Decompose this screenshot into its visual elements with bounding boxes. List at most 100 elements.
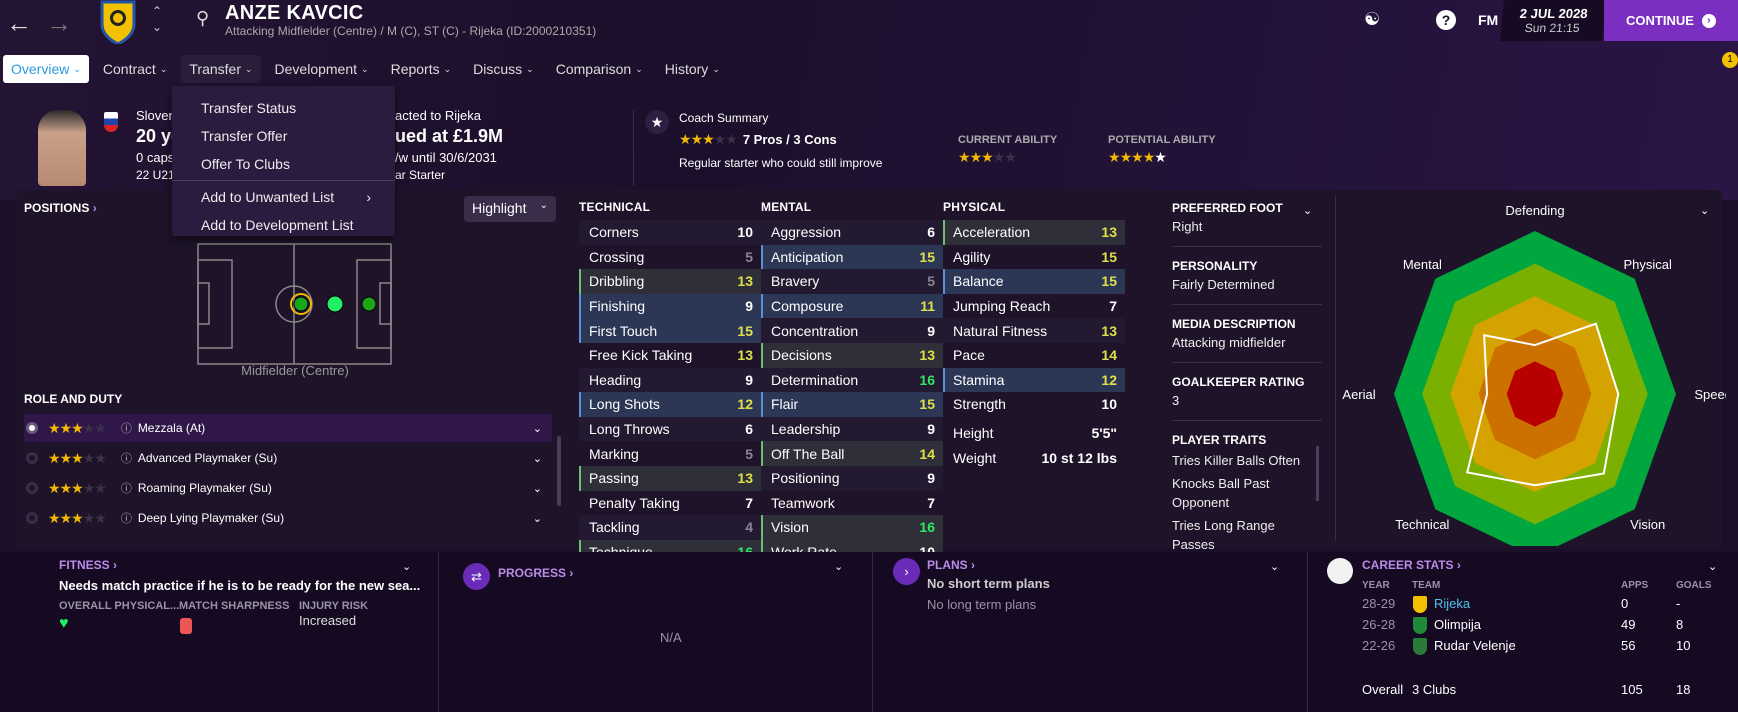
attribute-row[interactable]: Crossing 5 xyxy=(579,245,761,270)
attribute-row[interactable]: Positioning 9 xyxy=(761,465,943,491)
help-icon[interactable]: ? xyxy=(1436,10,1456,30)
attribute-row[interactable]: Vision 16 xyxy=(761,515,943,540)
tab-transfer[interactable]: Transfer ⌄ xyxy=(181,55,261,83)
role-radio[interactable] xyxy=(26,422,38,434)
attribute-row[interactable]: Jumping Reach 7 xyxy=(943,294,1125,319)
role-row[interactable]: ★★★★★ ⓘ Advanced Playmaker (Su) ⌄ xyxy=(24,444,552,472)
attribute-row[interactable]: Acceleration 13 xyxy=(943,220,1125,245)
career-stats-link[interactable]: CAREER STATS › xyxy=(1362,558,1461,572)
tab-label: Overview xyxy=(11,61,70,77)
chevron-down-icon[interactable]: ⌄ xyxy=(1270,561,1280,573)
attribute-row[interactable]: Marking 5 xyxy=(579,441,761,466)
attribute-row[interactable]: Strength 10 xyxy=(943,392,1125,417)
attribute-row[interactable]: Composure 11 xyxy=(761,293,943,319)
chevron-down-icon[interactable]: ⌄ xyxy=(1708,561,1718,573)
fitness-link[interactable]: FITNESS › xyxy=(59,558,118,572)
info-icon[interactable]: ⓘ xyxy=(120,453,132,465)
info-icon[interactable]: ⓘ xyxy=(120,513,132,525)
attribute-row[interactable]: Aggression 6 xyxy=(761,220,943,245)
role-scrollbar[interactable] xyxy=(557,436,561,506)
search-icon[interactable]: ⚲ xyxy=(196,8,210,28)
chevron-down-icon[interactable]: ⌄ xyxy=(834,561,844,573)
forward-button[interactable]: → xyxy=(46,8,72,38)
tab-history[interactable]: History ⌄ xyxy=(657,55,728,83)
attribute-row[interactable]: Agility 15 xyxy=(943,245,1125,270)
notification-badge[interactable]: 1 xyxy=(1722,52,1738,68)
attribute-row[interactable]: Flair 15 xyxy=(761,392,943,417)
attribute-row[interactable]: Determination 16 xyxy=(761,367,943,393)
chevron-down-icon[interactable]: ⌄ xyxy=(402,561,412,573)
attribute-row[interactable]: Leadership 9 xyxy=(761,416,943,442)
attribute-row[interactable]: First Touch 15 xyxy=(579,318,761,343)
tab-discuss[interactable]: Discuss ⌄ xyxy=(465,55,542,83)
tab-overview[interactable]: Overview ⌄ xyxy=(3,55,89,83)
club-crest-icon[interactable] xyxy=(98,0,138,44)
role-radio[interactable] xyxy=(26,452,38,464)
chevron-down-icon[interactable]: ⌄ xyxy=(532,452,542,465)
chevron-down-icon[interactable]: ⌄ xyxy=(532,482,542,495)
attribute-row[interactable]: Off The Ball 14 xyxy=(761,441,943,466)
tab-comparison[interactable]: Comparison ⌄ xyxy=(548,55,651,83)
technical-attributes: TECHNICAL Corners 10 Crossing 5 Dribbling 13 Fi… xyxy=(579,200,761,565)
positions-link[interactable]: POSITIONS › xyxy=(24,201,97,215)
menu-item-add-to-unwanted-list[interactable]: Add to Unwanted List › xyxy=(172,183,395,211)
traits-scrollbar[interactable] xyxy=(1316,446,1319,501)
attribute-row[interactable]: Anticipation 15 xyxy=(761,244,943,270)
career-team[interactable]: Olimpija xyxy=(1434,617,1481,632)
tab-contract[interactable]: Contract ⌄ xyxy=(95,55,175,83)
attribute-row[interactable]: Passing 13 xyxy=(579,465,761,491)
chevron-down-icon[interactable]: ⌄ xyxy=(532,422,542,435)
injury-risk: Increased xyxy=(299,613,357,628)
role-row[interactable]: ★★★★★ ⓘ Mezzala (At) ⌄ xyxy=(24,414,552,442)
fm-menu-button[interactable]: FM xyxy=(1478,12,1499,28)
tab-reports[interactable]: Reports ⌄ xyxy=(383,55,460,83)
info-icon[interactable]: ⓘ xyxy=(120,483,132,495)
role-row[interactable]: ★★★★★ ⓘ Deep Lying Playmaker (Su) ⌄ xyxy=(24,504,552,532)
menu-item-transfer-offer[interactable]: Transfer Offer xyxy=(172,122,395,150)
attribute-name: Anticipation xyxy=(771,248,844,265)
attribute-row[interactable]: Penalty Taking 7 xyxy=(579,491,761,516)
chevron-down-icon[interactable]: ⌄ xyxy=(152,20,163,34)
attribute-row[interactable]: Bravery 5 xyxy=(761,269,943,294)
attribute-row[interactable]: Long Throws 6 xyxy=(579,416,761,442)
plans-link[interactable]: PLANS › xyxy=(927,558,976,572)
chevron-down-icon[interactable]: ⌄ xyxy=(1303,205,1313,217)
attribute-row[interactable]: Teamwork 7 xyxy=(761,491,943,516)
career-year: 22-26 xyxy=(1362,638,1396,653)
chevron-up-icon[interactable]: ⌃ xyxy=(152,4,163,18)
role-radio[interactable] xyxy=(26,482,38,494)
attribute-row[interactable]: Dribbling 13 xyxy=(579,269,761,294)
highlight-dropdown[interactable]: Highlight ⌄ xyxy=(464,196,556,222)
tab-label: History xyxy=(664,61,709,77)
attribute-row[interactable]: Tackling 4 xyxy=(579,515,761,540)
career-team[interactable]: Rudar Velenje xyxy=(1434,638,1516,653)
tab-development[interactable]: Development ⌄ xyxy=(267,55,377,83)
attribute-row[interactable]: Pace 14 xyxy=(943,343,1125,368)
role-row[interactable]: ★★★★★ ⓘ Roaming Playmaker (Su) ⌄ xyxy=(24,474,552,502)
goals-header: GOALS xyxy=(1676,580,1712,591)
date-display[interactable]: 2 JUL 2028 Sun 21:15 xyxy=(1499,0,1607,41)
continue-button[interactable]: CONTINUE › xyxy=(1604,0,1738,41)
coach-summary[interactable]: Coach Summary ★★★★★ 7 Pros / 3 Cons Regul… xyxy=(679,111,882,170)
attribute-row[interactable]: Stamina 12 xyxy=(943,367,1125,393)
menu-item-offer-to-clubs[interactable]: Offer To Clubs xyxy=(172,150,395,178)
menu-item-add-to-development-list[interactable]: Add to Development List xyxy=(172,211,395,239)
attribute-row[interactable]: Corners 10 xyxy=(579,220,761,245)
menu-item-transfer-status[interactable]: Transfer Status xyxy=(172,94,395,122)
attribute-row[interactable]: Heading 9 xyxy=(579,367,761,393)
chevron-down-icon[interactable]: ⌄ xyxy=(532,512,542,525)
role-radio[interactable] xyxy=(26,512,38,524)
career-team[interactable]: Rijeka xyxy=(1434,596,1471,611)
attribute-row[interactable]: Natural Fitness 13 xyxy=(943,318,1125,343)
attribute-row[interactable]: Free Kick Taking 13 xyxy=(579,343,761,368)
attribute-row[interactable]: Long Shots 12 xyxy=(579,392,761,417)
progress-link[interactable]: PROGRESS › xyxy=(498,566,574,580)
attribute-row[interactable]: Balance 15 xyxy=(943,269,1125,294)
globe-icon[interactable]: ☯ xyxy=(1364,9,1381,29)
back-button[interactable]: ← xyxy=(6,8,32,38)
attribute-row[interactable]: Decisions 13 xyxy=(761,342,943,368)
attribute-row[interactable]: Concentration 9 xyxy=(761,318,943,343)
chevron-down-icon[interactable]: ⌄ xyxy=(1700,205,1710,217)
info-icon[interactable]: ⓘ xyxy=(120,423,132,435)
attribute-row[interactable]: Finishing 9 xyxy=(579,293,761,319)
